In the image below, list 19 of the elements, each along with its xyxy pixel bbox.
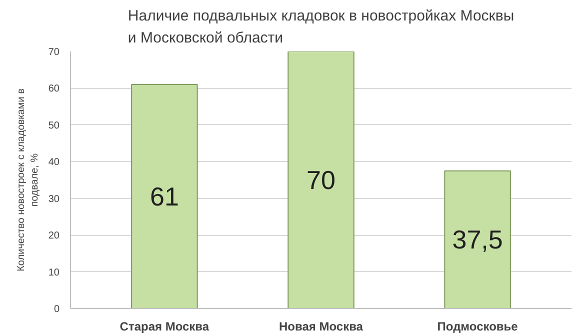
x-tick-label: Подмосковье xyxy=(437,320,518,334)
data-label: 61 xyxy=(150,182,179,212)
y-tick-label: 60 xyxy=(48,84,60,95)
bar xyxy=(131,84,198,308)
y-tick-label: 70 xyxy=(48,47,60,58)
y-axis-title: Количество новостроек с кладовками в подвале, % xyxy=(16,88,40,272)
x-tick-label: Старая Москва xyxy=(120,320,210,334)
bar xyxy=(444,170,511,308)
data-label: 70 xyxy=(306,165,336,195)
y-tick-label: 40 xyxy=(48,157,60,168)
y-tick-label: 50 xyxy=(48,120,60,132)
chart-title: Наличие подвальных кладовок в новостройках Москвы и Московской области xyxy=(128,7,514,46)
y-tick-label: 20 xyxy=(48,230,60,242)
data-label: 37,5 xyxy=(452,224,503,255)
x-tick-label: Новая Москва xyxy=(279,320,364,334)
y-tick-label: 0 xyxy=(54,304,60,315)
bar xyxy=(288,52,354,308)
y-tick-label: 30 xyxy=(48,194,60,205)
y-tick-label: 10 xyxy=(48,267,60,278)
